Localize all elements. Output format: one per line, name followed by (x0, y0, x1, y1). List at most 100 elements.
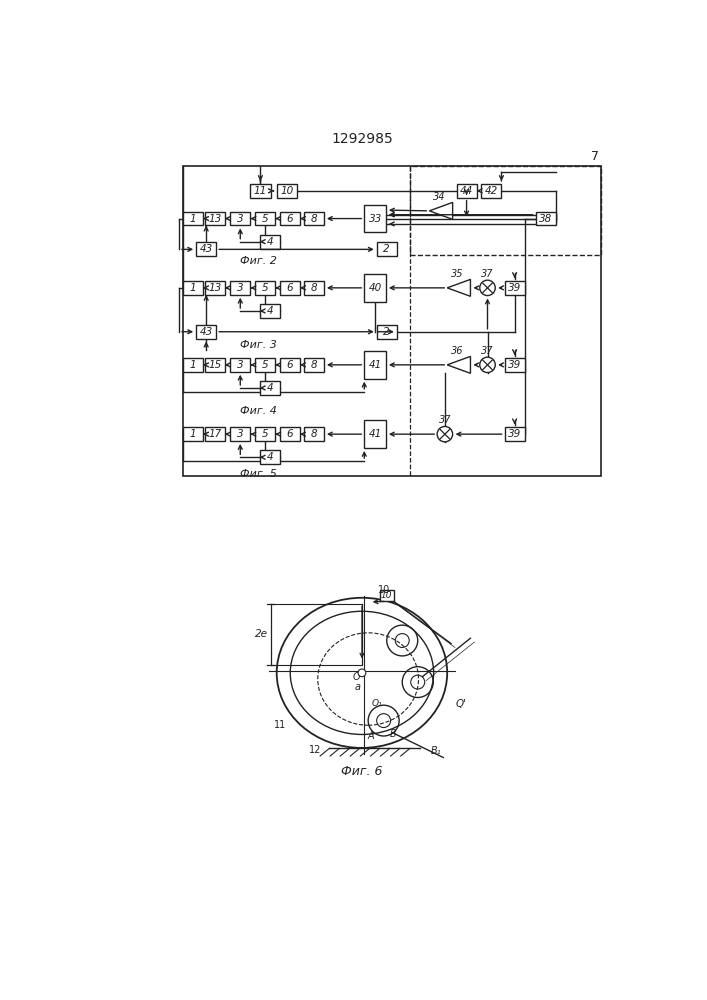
Bar (377, 325, 397, 339)
Text: Фиг. 5: Фиг. 5 (240, 469, 276, 479)
Text: 38: 38 (539, 214, 552, 224)
Text: 11: 11 (254, 186, 267, 196)
Text: 3: 3 (237, 214, 244, 224)
Text: 7: 7 (591, 150, 600, 163)
Polygon shape (448, 279, 470, 296)
Text: 4: 4 (267, 383, 273, 393)
Bar (304, 427, 324, 441)
Text: 37: 37 (481, 269, 493, 279)
Bar (380, 590, 394, 601)
Circle shape (480, 280, 495, 296)
Text: B₁: B₁ (431, 746, 441, 756)
Text: 1: 1 (189, 360, 197, 370)
Text: 39: 39 (508, 429, 521, 439)
Bar (196, 242, 216, 256)
Text: 3: 3 (237, 429, 244, 439)
Bar (259, 304, 280, 318)
Text: 8: 8 (310, 214, 317, 224)
Text: Q': Q' (455, 699, 467, 709)
Text: 3: 3 (237, 283, 244, 293)
Bar (259, 450, 280, 464)
Text: 43: 43 (199, 244, 213, 254)
Text: 40: 40 (368, 283, 382, 293)
Text: 4: 4 (267, 306, 273, 316)
Text: 3: 3 (237, 360, 244, 370)
Bar (280, 212, 300, 225)
Bar (364, 351, 386, 379)
Text: 10: 10 (378, 585, 390, 595)
Text: 34: 34 (433, 192, 445, 202)
Bar (505, 281, 525, 295)
Bar (535, 212, 556, 225)
Bar (230, 427, 250, 441)
Text: 39: 39 (508, 283, 521, 293)
Text: 4: 4 (267, 452, 273, 462)
Text: A: A (368, 731, 375, 741)
Text: 11: 11 (274, 720, 287, 730)
Bar (259, 235, 280, 249)
Bar (204, 212, 225, 225)
Text: 42: 42 (485, 186, 498, 196)
Bar (183, 427, 203, 441)
Text: 44: 44 (460, 186, 473, 196)
Bar (230, 212, 250, 225)
Bar (204, 358, 225, 372)
Text: 1: 1 (189, 214, 197, 224)
Text: 6: 6 (286, 283, 293, 293)
Text: 6: 6 (286, 360, 293, 370)
Bar (364, 205, 386, 232)
Text: 2e: 2e (255, 629, 268, 639)
Bar (183, 281, 203, 295)
Text: 41: 41 (368, 360, 382, 370)
Text: 43: 43 (199, 327, 213, 337)
Bar (204, 427, 225, 441)
Text: 8: 8 (310, 283, 317, 293)
Bar (183, 166, 602, 476)
Text: 10: 10 (280, 186, 293, 196)
Text: Фиг. 6: Фиг. 6 (341, 765, 382, 778)
Text: 5: 5 (262, 360, 269, 370)
Text: 1: 1 (189, 283, 197, 293)
Bar (505, 427, 525, 441)
Bar (230, 358, 250, 372)
Text: 41: 41 (368, 429, 382, 439)
Bar (280, 358, 300, 372)
Text: 1: 1 (189, 429, 197, 439)
Text: 12: 12 (309, 745, 322, 755)
Text: Фиг. 3: Фиг. 3 (240, 340, 276, 350)
Polygon shape (429, 202, 452, 219)
Bar (410, 166, 602, 255)
Bar (250, 184, 271, 198)
Text: 10: 10 (381, 591, 392, 600)
Text: 5: 5 (262, 283, 269, 293)
Text: 1292985: 1292985 (331, 132, 393, 146)
Bar (377, 242, 397, 256)
Bar (196, 325, 216, 339)
Bar (304, 281, 324, 295)
Bar (183, 212, 203, 225)
Circle shape (480, 357, 495, 373)
Bar (364, 420, 386, 448)
Bar (481, 184, 501, 198)
Bar (364, 274, 386, 302)
Circle shape (358, 669, 366, 677)
Bar (255, 212, 275, 225)
Bar (280, 281, 300, 295)
Text: O₁: O₁ (372, 699, 382, 708)
Bar (304, 358, 324, 372)
Bar (255, 281, 275, 295)
Text: 4: 4 (267, 237, 273, 247)
Text: 8: 8 (310, 429, 317, 439)
Bar (230, 281, 250, 295)
Text: 2: 2 (383, 327, 390, 337)
Text: 35: 35 (451, 269, 464, 279)
Bar (505, 358, 525, 372)
Bar (183, 358, 203, 372)
Bar (304, 212, 324, 225)
Text: 37: 37 (438, 415, 451, 425)
Text: Фиг. 4: Фиг. 4 (240, 406, 276, 416)
Text: 17: 17 (208, 429, 221, 439)
Text: 13: 13 (208, 214, 221, 224)
Text: 33: 33 (368, 214, 382, 224)
Text: B: B (390, 729, 397, 739)
